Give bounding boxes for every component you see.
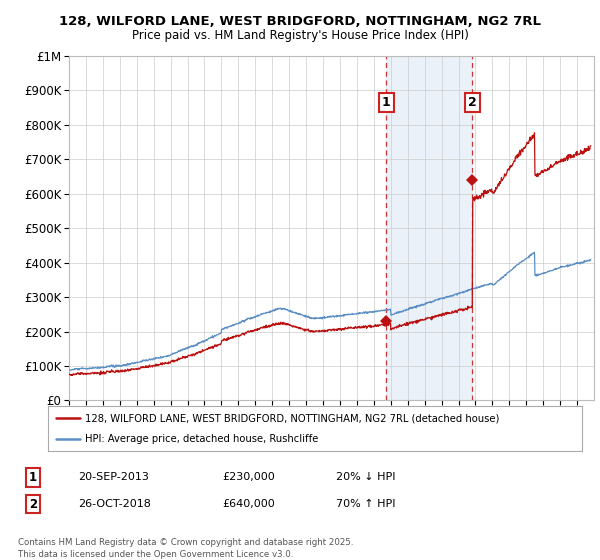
Text: Contains HM Land Registry data © Crown copyright and database right 2025.
This d: Contains HM Land Registry data © Crown c…: [18, 538, 353, 559]
Text: £230,000: £230,000: [222, 472, 275, 482]
Text: 1: 1: [29, 470, 37, 484]
Text: 2: 2: [29, 497, 37, 511]
Text: 26-OCT-2018: 26-OCT-2018: [78, 499, 151, 509]
Text: 128, WILFORD LANE, WEST BRIDGFORD, NOTTINGHAM, NG2 7RL: 128, WILFORD LANE, WEST BRIDGFORD, NOTTI…: [59, 15, 541, 27]
Text: 1: 1: [382, 96, 391, 109]
Text: HPI: Average price, detached house, Rushcliffe: HPI: Average price, detached house, Rush…: [85, 433, 319, 444]
Text: 70% ↑ HPI: 70% ↑ HPI: [336, 499, 395, 509]
Text: £640,000: £640,000: [222, 499, 275, 509]
Text: Price paid vs. HM Land Registry's House Price Index (HPI): Price paid vs. HM Land Registry's House …: [131, 29, 469, 42]
Text: 2: 2: [468, 96, 477, 109]
Text: 20% ↓ HPI: 20% ↓ HPI: [336, 472, 395, 482]
Text: 128, WILFORD LANE, WEST BRIDGFORD, NOTTINGHAM, NG2 7RL (detached house): 128, WILFORD LANE, WEST BRIDGFORD, NOTTI…: [85, 413, 500, 423]
Text: 20-SEP-2013: 20-SEP-2013: [78, 472, 149, 482]
